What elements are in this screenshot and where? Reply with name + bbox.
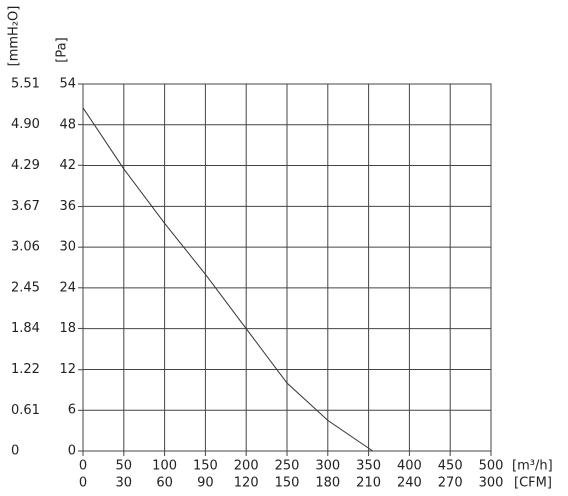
- y-tick-label: 36: [59, 199, 76, 214]
- x2-tick-label: 90: [197, 476, 214, 491]
- y-axis-label: [Pa]: [55, 37, 70, 62]
- y2-tick-label: 3.67: [11, 199, 40, 214]
- y-tick-label: 24: [59, 280, 76, 295]
- y-tick-label: 18: [59, 321, 76, 336]
- y-tick-label: 30: [59, 240, 76, 255]
- x-tick-label: 350: [356, 459, 381, 474]
- x2-tick-label: 60: [156, 476, 173, 491]
- y-tick-label: 42: [59, 158, 76, 173]
- x2-tick-label: 270: [438, 476, 463, 491]
- y-tick-label: 48: [59, 117, 76, 132]
- x-tick-label: 300: [315, 459, 340, 474]
- x2-axis-label: [CFM]: [514, 476, 552, 491]
- x-tick-label: 50: [116, 459, 133, 474]
- y2-tick-label: 4.90: [11, 117, 40, 132]
- x-tick-label: 100: [152, 459, 177, 474]
- y2-tick-label: 0: [11, 444, 19, 459]
- y2-axis-label: [mmH₂O]: [7, 6, 22, 67]
- x2-tick-label: 150: [275, 476, 300, 491]
- y2-tick-label: 0.61: [11, 403, 40, 418]
- x-tick-label: 250: [275, 459, 300, 474]
- y-tick-label: 54: [59, 77, 76, 92]
- x-tick-label: 150: [193, 459, 218, 474]
- x2-tick-label: 210: [356, 476, 381, 491]
- y2-tick-label: 1.84: [11, 321, 40, 336]
- x2-tick-label: 300: [479, 476, 504, 491]
- x-tick-label: 200: [234, 459, 259, 474]
- y2-tick-label: 2.45: [11, 280, 40, 295]
- y2-tick-label: 3.06: [11, 240, 40, 255]
- y2-tick-label: 4.29: [11, 158, 40, 173]
- y-tick-label: 0: [68, 444, 76, 459]
- x2-tick-label: 120: [234, 476, 259, 491]
- x-tick-label: 400: [397, 459, 422, 474]
- x-axis-label: [m³/h]: [512, 459, 553, 474]
- x2-tick-label: 180: [315, 476, 340, 491]
- x2-tick-label: 240: [397, 476, 422, 491]
- y2-tick-label: 1.22: [11, 362, 40, 377]
- x2-tick-label: 30: [116, 476, 133, 491]
- y-tick-label: 6: [68, 403, 76, 418]
- x-tick-label: 450: [438, 459, 463, 474]
- y-tick-label: 12: [59, 362, 76, 377]
- x-tick-label: 500: [479, 459, 504, 474]
- x2-tick-label: 0: [79, 476, 87, 491]
- curve: [82, 107, 373, 452]
- x-tick-label: 0: [79, 459, 87, 474]
- y2-tick-label: 5.51: [11, 77, 40, 92]
